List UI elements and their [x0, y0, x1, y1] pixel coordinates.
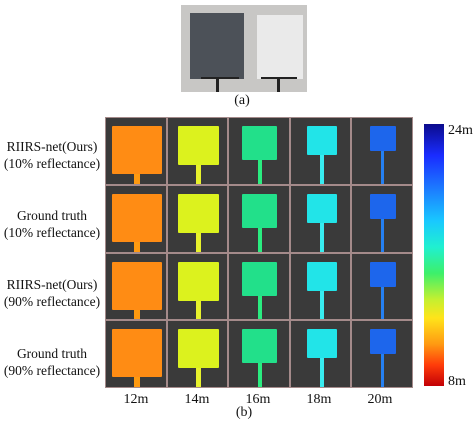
row-label-2: Ground truth (10% reflectance) — [0, 207, 104, 241]
target-stand-depth — [195, 165, 201, 184]
target-depth-patch — [112, 193, 162, 242]
target-depth-patch — [177, 261, 219, 301]
row-label-1: RIIRS-net(Ours) (10% reflectance) — [0, 138, 104, 172]
target-depth-patch — [370, 126, 397, 151]
depth-cell-r3-c4 — [289, 252, 352, 321]
depth-cell-r1-c2 — [166, 117, 229, 185]
target-stand-depth — [134, 241, 140, 252]
colorbar-min-label: 8m — [448, 374, 466, 389]
row-label-2-method: Ground truth — [16, 208, 88, 223]
depth-cell-r4-c4 — [289, 320, 352, 388]
target-stand-depth — [319, 290, 324, 320]
target-stand-depth — [381, 286, 385, 320]
target-stand-depth — [134, 309, 140, 320]
depth-cell-r4-c5 — [351, 320, 413, 388]
row-label-3-reflectance: (90% reflectance) — [3, 294, 101, 309]
caption-b: (b) — [235, 405, 253, 420]
depth-cell-r3-c2 — [166, 252, 229, 321]
target-stand-depth — [195, 368, 201, 387]
target-depth-patch — [177, 193, 219, 233]
column-label-20m: 20m — [367, 392, 393, 407]
depth-cell-r4-c2 — [166, 320, 229, 388]
depth-colorbar — [424, 124, 444, 386]
depth-cell-r1-c3 — [228, 117, 290, 185]
depth-cell-r2-c2 — [166, 184, 229, 253]
dark-board-base — [201, 77, 239, 79]
light-board-base — [261, 77, 297, 79]
row-label-4: Ground truth (90% reflectance) — [0, 345, 104, 379]
target-depth-patch — [306, 126, 337, 155]
target-stand-depth — [195, 232, 201, 252]
depth-cell-r3-c5 — [351, 252, 413, 321]
target-stand-depth — [381, 218, 385, 252]
row-label-1-method: RIIRS-net(Ours) — [6, 139, 98, 154]
target-depth-patch — [242, 126, 278, 160]
depth-cell-r2-c3 — [228, 184, 290, 253]
column-label-12m: 12m — [123, 392, 149, 407]
target-stand-depth — [134, 174, 140, 184]
row-label-2-reflectance: (10% reflectance) — [3, 225, 101, 240]
target-depth-patch — [370, 329, 397, 355]
target-depth-patch — [177, 329, 219, 369]
target-stand-depth — [258, 227, 263, 252]
depth-cell-r1-c1 — [105, 117, 167, 185]
column-label-18m: 18m — [306, 392, 332, 407]
target-stand-depth — [258, 160, 263, 184]
depth-cell-r2-c5 — [351, 184, 413, 253]
light-board-stand — [277, 79, 280, 92]
row-label-4-method: Ground truth — [16, 346, 88, 361]
caption-a: (a) — [234, 93, 250, 108]
depth-cell-r3-c1 — [105, 252, 167, 321]
target-depth-patch — [177, 126, 219, 165]
row-label-1-reflectance: (10% reflectance) — [3, 156, 101, 171]
depth-cell-r1-c5 — [351, 117, 413, 185]
target-stand-depth — [258, 295, 263, 320]
depth-cell-r2-c4 — [289, 184, 352, 253]
target-stand-depth — [319, 358, 324, 387]
target-stand-depth — [195, 300, 201, 320]
target-stand-depth — [134, 377, 140, 387]
depth-cell-r2-c1 — [105, 184, 167, 253]
target-depth-patch — [242, 261, 278, 296]
photo-of-targets — [181, 5, 307, 92]
row-label-3-method: RIIRS-net(Ours) — [6, 277, 98, 292]
row-label-4-reflectance: (90% reflectance) — [3, 363, 101, 378]
column-label-16m: 16m — [245, 392, 271, 407]
target-depth-patch — [306, 261, 337, 291]
target-depth-patch — [112, 261, 162, 310]
colorbar-max-label: 24m — [448, 123, 473, 138]
target-depth-patch — [242, 193, 278, 228]
target-stand-depth — [319, 222, 324, 252]
target-stand-depth — [381, 151, 385, 184]
depth-result-grid — [105, 117, 413, 388]
target-depth-patch — [370, 261, 397, 287]
target-depth-patch — [370, 193, 397, 219]
dark-target-board — [190, 13, 244, 79]
target-depth-patch — [306, 193, 337, 223]
depth-cell-r1-c4 — [289, 117, 352, 185]
depth-cell-r4-c1 — [105, 320, 167, 388]
target-stand-depth — [381, 354, 385, 387]
depth-cell-r3-c3 — [228, 252, 290, 321]
target-depth-patch — [112, 126, 162, 174]
target-stand-depth — [319, 155, 324, 184]
dark-board-stand — [216, 79, 219, 92]
row-label-3: RIIRS-net(Ours) (90% reflectance) — [0, 276, 104, 310]
target-depth-patch — [242, 329, 278, 364]
column-label-14m: 14m — [184, 392, 210, 407]
target-depth-patch — [306, 329, 337, 359]
target-stand-depth — [258, 363, 263, 387]
depth-cell-r4-c3 — [228, 320, 290, 388]
light-target-board — [257, 15, 303, 79]
target-depth-patch — [112, 329, 162, 378]
